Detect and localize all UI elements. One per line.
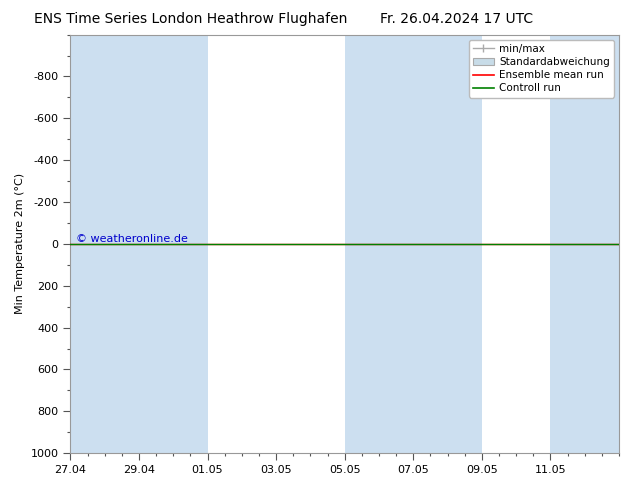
Bar bbox=[345, 35, 413, 453]
Y-axis label: Min Temperature 2m (°C): Min Temperature 2m (°C) bbox=[15, 173, 25, 315]
Bar bbox=[619, 35, 634, 453]
Legend: min/max, Standardabweichung, Ensemble mean run, Controll run: min/max, Standardabweichung, Ensemble me… bbox=[469, 40, 614, 98]
Bar bbox=[413, 35, 482, 453]
Text: ENS Time Series London Heathrow Flughafen: ENS Time Series London Heathrow Flughafe… bbox=[34, 12, 347, 26]
Text: © weatheronline.de: © weatheronline.de bbox=[76, 234, 188, 244]
Bar bbox=[139, 35, 207, 453]
Bar bbox=[70, 35, 139, 453]
Text: Fr. 26.04.2024 17 UTC: Fr. 26.04.2024 17 UTC bbox=[380, 12, 533, 26]
Bar bbox=[550, 35, 619, 453]
